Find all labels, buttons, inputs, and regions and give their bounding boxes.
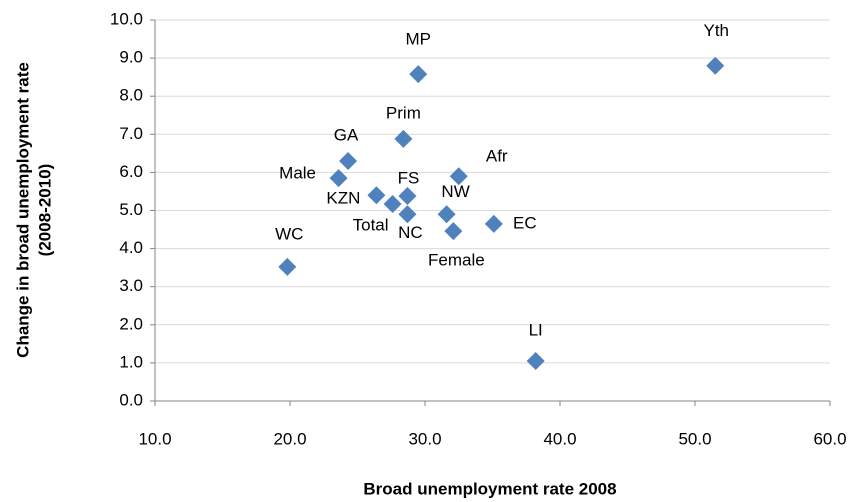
point-label: WC [275, 224, 303, 243]
y-axis-title: Change in broad unemployment rate (2008-… [13, 62, 54, 358]
point [383, 195, 402, 214]
point-label: KZN [326, 189, 360, 208]
point [394, 129, 413, 148]
point-label: NW [441, 182, 469, 201]
point-label: Male [279, 164, 316, 183]
point [437, 205, 456, 224]
y-tick-label: 6.0 [119, 162, 143, 181]
y-axis-title-line: (2008-2010) [35, 164, 54, 257]
point-label: Afr [486, 147, 508, 166]
x-tick-label: 60.0 [813, 429, 846, 448]
point [339, 151, 358, 170]
x-tick-label: 50.0 [678, 429, 711, 448]
point [706, 56, 725, 75]
y-tick-label: 9.0 [119, 48, 143, 67]
x-tick-label: 40.0 [543, 429, 576, 448]
point [409, 65, 428, 84]
y-axis-title-line: Change in broad unemployment rate [13, 62, 32, 358]
point-label: EC [513, 213, 537, 232]
point-label: GA [334, 125, 359, 144]
point [444, 222, 463, 241]
point-label: Total [353, 216, 389, 235]
point [526, 351, 545, 370]
y-tick-label: 8.0 [119, 86, 143, 105]
y-tick-label: 5.0 [119, 200, 143, 219]
y-tick-label: 7.0 [119, 124, 143, 143]
point-label: Female [428, 251, 485, 270]
point [329, 169, 348, 188]
y-tick-label: 1.0 [119, 352, 143, 371]
point [278, 257, 297, 276]
point [449, 167, 468, 186]
y-tick-label: 4.0 [119, 238, 143, 257]
point-label: FS [398, 169, 420, 188]
point-label: MP [406, 30, 432, 49]
y-tick-label: 0.0 [119, 390, 143, 409]
y-tick-label: 2.0 [119, 314, 143, 333]
point [484, 214, 503, 233]
x-tick-label: 20.0 [273, 429, 306, 448]
point [367, 186, 386, 205]
point-label: Yth [703, 21, 729, 40]
x-tick-label: 10.0 [138, 429, 171, 448]
point-label: Prim [386, 103, 421, 122]
y-tick-label: 3.0 [119, 276, 143, 295]
point [398, 205, 417, 224]
point-label: LI [529, 320, 543, 339]
y-tick-label: 10.0 [110, 9, 143, 28]
point [398, 187, 417, 206]
point-label: NC [398, 223, 423, 242]
x-axis-title: Broad unemployment rate 2008 [363, 479, 616, 498]
x-tick-label: 30.0 [408, 429, 441, 448]
